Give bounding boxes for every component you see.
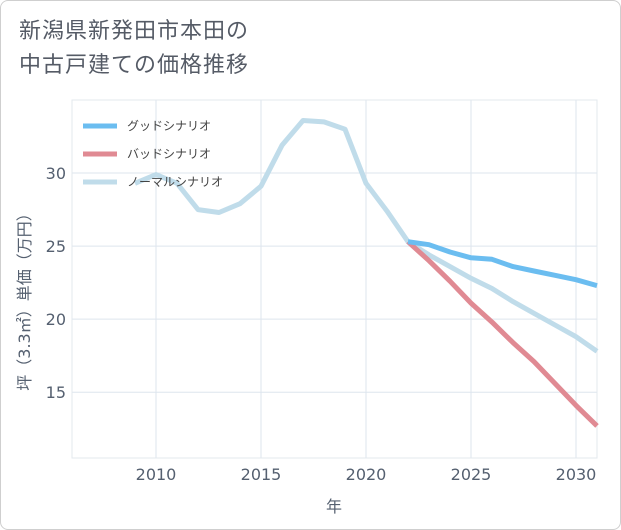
y-tick-label: 15 bbox=[46, 383, 66, 402]
series-line-2 bbox=[406, 239, 599, 428]
x-tick-label: 2030 bbox=[556, 465, 597, 484]
x-tick-label: 2010 bbox=[136, 465, 177, 484]
plot-area-border bbox=[71, 99, 598, 459]
y-tick-label: 20 bbox=[46, 310, 66, 329]
y-axis-label: 坪（3.3㎡）単価（万円） bbox=[15, 205, 34, 390]
x-tick-label: 2025 bbox=[451, 465, 492, 484]
series-group bbox=[134, 118, 599, 428]
series-line-3 bbox=[134, 118, 599, 354]
chart-title-line-2: 中古戸建ての価格推移 bbox=[19, 53, 250, 78]
x-tick-label: 2015 bbox=[241, 465, 282, 484]
chart-title: 新潟県新発田市本田の 中古戸建ての価格推移 bbox=[19, 15, 319, 83]
y-tick-label: 30 bbox=[46, 164, 66, 183]
y-tick-labels: 15 20 25 30 bbox=[46, 164, 66, 402]
legend-label: グッドシナリオ bbox=[127, 119, 211, 133]
x-axis-label: 年 bbox=[326, 497, 342, 516]
x-tick-labels: 2010 2015 2020 2025 2030 bbox=[136, 465, 597, 484]
chart-title-line-1: 新潟県新発田市本田の bbox=[19, 19, 250, 44]
y-tick-label: 25 bbox=[46, 237, 66, 256]
legend-label: ノーマルシナリオ bbox=[127, 175, 223, 189]
series-line-1 bbox=[407, 239, 598, 289]
x-tick-label: 2020 bbox=[346, 465, 387, 484]
legend-label: バッドシナリオ bbox=[127, 147, 211, 161]
